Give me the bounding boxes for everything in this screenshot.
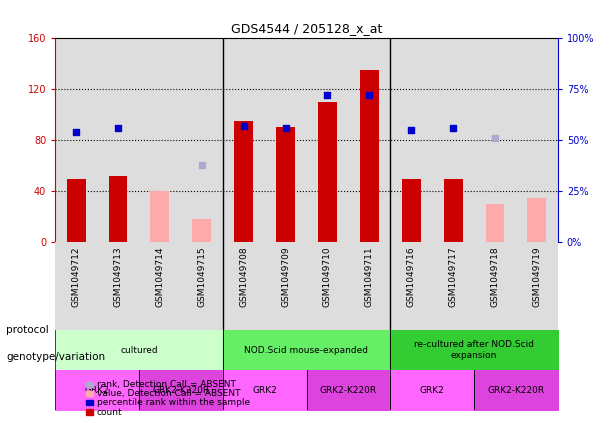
Bar: [318, 102, 337, 242]
Point: [281, 125, 291, 132]
Text: GSM1049713: GSM1049713: [113, 247, 123, 308]
Text: GSM1049711: GSM1049711: [365, 247, 374, 308]
Point: [322, 92, 332, 99]
Point: [71, 129, 81, 135]
Point: [406, 126, 416, 133]
Bar: [67, 179, 86, 242]
Point: [239, 123, 249, 129]
Text: NOD.Scid mouse-expanded: NOD.Scid mouse-expanded: [245, 346, 368, 354]
Point: [197, 162, 207, 168]
Text: GRK2: GRK2: [252, 386, 277, 395]
Text: GSM1049710: GSM1049710: [323, 247, 332, 308]
Point: [448, 125, 458, 132]
Text: value, Detection Call = ABSENT: value, Detection Call = ABSENT: [97, 389, 240, 398]
Text: GSM1049714: GSM1049714: [155, 247, 164, 308]
Text: GSM1049718: GSM1049718: [490, 247, 500, 308]
Bar: [234, 121, 253, 242]
Text: protocol: protocol: [6, 325, 49, 335]
Text: GSM1049715: GSM1049715: [197, 247, 207, 308]
Bar: [402, 179, 421, 242]
Bar: [444, 179, 463, 242]
Bar: [485, 204, 504, 242]
Text: GRK2: GRK2: [85, 386, 110, 395]
Title: GDS4544 / 205128_x_at: GDS4544 / 205128_x_at: [231, 22, 382, 36]
Bar: [192, 220, 211, 242]
Text: GRK2: GRK2: [420, 386, 444, 395]
Text: GSM1049708: GSM1049708: [239, 247, 248, 308]
Text: GSM1049717: GSM1049717: [449, 247, 458, 308]
Text: GRK2-K220R: GRK2-K220R: [487, 386, 544, 395]
Bar: [527, 198, 546, 242]
Bar: [360, 70, 379, 242]
Bar: [150, 191, 169, 242]
Text: GRK2-K220R: GRK2-K220R: [320, 386, 377, 395]
Text: GSM1049712: GSM1049712: [72, 247, 81, 308]
Point: [490, 135, 500, 142]
Bar: [276, 127, 295, 242]
Point: [364, 92, 374, 99]
Text: GSM1049709: GSM1049709: [281, 247, 290, 308]
Point: [113, 125, 123, 132]
Text: re-cultured after NOD.Scid
expansion: re-cultured after NOD.Scid expansion: [414, 341, 534, 360]
Text: percentile rank within the sample: percentile rank within the sample: [97, 398, 250, 407]
Text: count: count: [97, 407, 123, 417]
Text: GSM1049716: GSM1049716: [406, 247, 416, 308]
Text: GSM1049719: GSM1049719: [532, 247, 541, 308]
Bar: [109, 176, 128, 242]
Text: genotype/variation: genotype/variation: [6, 352, 105, 363]
Text: GRK2-K220R: GRK2-K220R: [152, 386, 210, 395]
Text: cultured: cultured: [120, 346, 158, 354]
Text: rank, Detection Call = ABSENT: rank, Detection Call = ABSENT: [97, 379, 236, 389]
